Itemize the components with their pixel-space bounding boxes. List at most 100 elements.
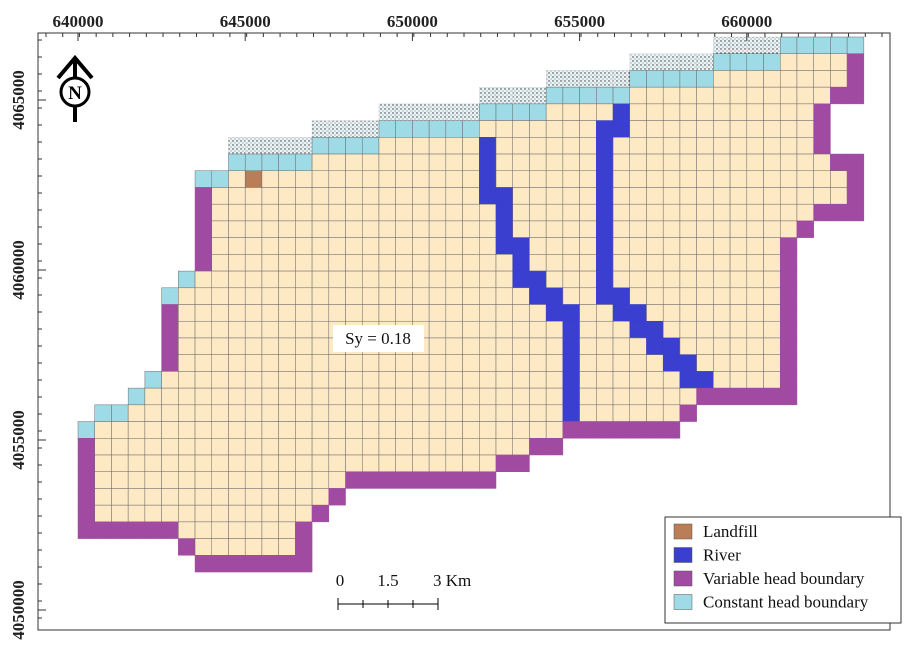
cell bbox=[328, 371, 346, 389]
cell bbox=[228, 504, 246, 523]
cell bbox=[311, 371, 330, 389]
cell bbox=[311, 287, 330, 305]
cell bbox=[612, 337, 631, 355]
x-tick-label: 640000 bbox=[53, 12, 104, 31]
cell bbox=[144, 488, 162, 506]
cell bbox=[763, 354, 781, 372]
variable-head-cell bbox=[629, 421, 647, 439]
cell bbox=[713, 270, 731, 289]
cell bbox=[696, 287, 714, 305]
river-cell bbox=[596, 153, 614, 172]
cell bbox=[378, 287, 396, 305]
cell bbox=[261, 371, 279, 389]
cell bbox=[495, 320, 513, 339]
cell bbox=[679, 153, 697, 172]
cell bbox=[244, 354, 263, 372]
cell bbox=[261, 337, 279, 355]
variable-head-cell bbox=[729, 387, 748, 406]
cell bbox=[529, 354, 547, 372]
cell bbox=[144, 471, 162, 489]
variable-head-cell bbox=[545, 438, 564, 456]
variable-head-cell bbox=[830, 86, 848, 105]
cell bbox=[328, 203, 346, 222]
cell bbox=[729, 86, 748, 105]
cell bbox=[679, 137, 697, 155]
variable-head-cell bbox=[846, 170, 865, 188]
variable-head-cell bbox=[779, 237, 798, 255]
variable-head-cell bbox=[161, 320, 179, 339]
north-arrow: N bbox=[56, 54, 94, 122]
cell bbox=[428, 187, 447, 205]
constant-head-cell bbox=[127, 387, 146, 406]
stipple-cell bbox=[746, 36, 764, 54]
variable-head-cell bbox=[77, 521, 95, 539]
river-cell bbox=[596, 170, 614, 188]
cell bbox=[378, 454, 396, 472]
cell bbox=[278, 421, 296, 439]
cell bbox=[462, 404, 480, 422]
river-cell bbox=[679, 354, 697, 372]
cell bbox=[378, 421, 396, 439]
cell bbox=[495, 254, 513, 272]
constant-head-cell bbox=[696, 70, 714, 88]
cell bbox=[629, 86, 647, 105]
cell bbox=[244, 387, 263, 406]
cell bbox=[529, 387, 547, 406]
cell bbox=[495, 337, 513, 355]
cell bbox=[428, 137, 447, 155]
cell bbox=[529, 187, 547, 205]
cell bbox=[194, 371, 213, 389]
cell bbox=[796, 103, 814, 121]
cell bbox=[228, 237, 246, 255]
cell bbox=[779, 70, 798, 88]
cell bbox=[729, 203, 748, 222]
cell bbox=[529, 220, 547, 238]
constant-head-cell bbox=[361, 137, 380, 155]
river-cell bbox=[495, 237, 513, 255]
river-cell bbox=[596, 287, 614, 305]
cell bbox=[228, 371, 246, 389]
cell bbox=[612, 354, 631, 372]
cell bbox=[194, 438, 213, 456]
cell bbox=[763, 220, 781, 238]
stipple-cell bbox=[596, 70, 614, 88]
cell bbox=[646, 270, 664, 289]
river-cell bbox=[596, 137, 614, 155]
cell bbox=[729, 320, 748, 339]
cell bbox=[361, 254, 380, 272]
cell bbox=[194, 538, 213, 556]
cell bbox=[495, 371, 513, 389]
river-cell bbox=[596, 120, 614, 138]
variable-head-cell bbox=[178, 538, 196, 556]
cell bbox=[646, 103, 664, 121]
cell bbox=[713, 304, 731, 322]
cell bbox=[713, 371, 731, 389]
cell bbox=[161, 371, 179, 389]
cell bbox=[311, 153, 330, 172]
cell bbox=[345, 354, 363, 372]
cell bbox=[228, 270, 246, 289]
cell bbox=[746, 270, 764, 289]
cell bbox=[763, 254, 781, 272]
cell bbox=[428, 254, 447, 272]
cell bbox=[796, 120, 814, 138]
cell bbox=[261, 471, 279, 489]
stipple-cell bbox=[395, 103, 413, 121]
constant-head-cell bbox=[579, 86, 597, 105]
cell bbox=[545, 237, 564, 255]
cell bbox=[228, 454, 246, 472]
river-cell bbox=[562, 304, 580, 322]
constant-head-cell bbox=[144, 371, 162, 389]
cell bbox=[311, 421, 330, 439]
legend-swatch bbox=[673, 547, 693, 563]
cell bbox=[779, 203, 798, 222]
cell bbox=[261, 521, 279, 539]
cell bbox=[361, 354, 380, 372]
cell bbox=[830, 170, 848, 188]
cell bbox=[295, 404, 313, 422]
cell bbox=[713, 137, 731, 155]
cell bbox=[278, 220, 296, 238]
cell bbox=[713, 354, 731, 372]
cell bbox=[244, 404, 263, 422]
cell bbox=[696, 337, 714, 355]
